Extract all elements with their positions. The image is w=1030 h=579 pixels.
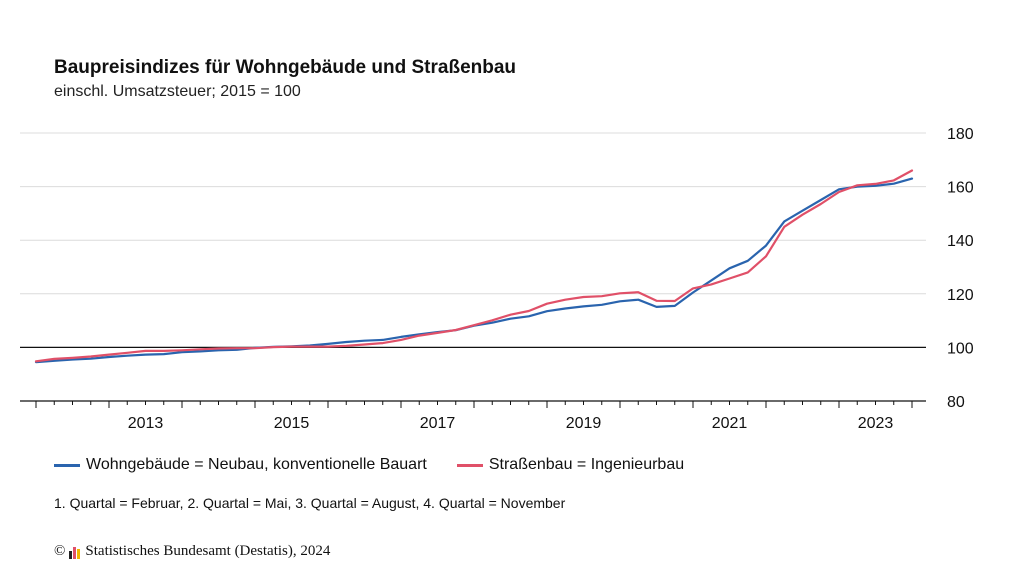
y-tick-label: 100 [947, 340, 974, 357]
legend: Wohngebäude = Neubau, konventionelle Bau… [54, 456, 684, 474]
destatis-logo-icon [69, 545, 81, 559]
series-line-strassenbau [34, 169, 914, 363]
line-chart: 80 100 120 140 160 180 2013 2015 2017 2019 2021 202… [20, 126, 974, 432]
y-tick-label: 180 [947, 126, 974, 143]
copyright: © Statistisches Bundesamt (Destatis), 20… [54, 543, 330, 560]
footnote: 1. Quartal = Februar, 2. Quartal = Mai, … [54, 495, 566, 511]
x-tick-label: 2021 [712, 415, 748, 432]
y-tick-label: 140 [947, 233, 974, 250]
y-tick-label: 80 [947, 394, 965, 411]
legend-swatch-strassenbau [456, 463, 483, 467]
chart-title: Baupreisindizes für Wohngebäude und Stra… [54, 57, 517, 78]
legend-item-strassenbau: Straßenbau = Ingenieurbau [456, 456, 685, 474]
legend-item-wohngebaeude: Wohngebäude = Neubau, konventionelle Bau… [54, 456, 427, 474]
x-tick-label: 2023 [858, 415, 894, 432]
x-tick-label: 2017 [420, 415, 456, 432]
copyright-symbol: © [54, 543, 66, 559]
x-tick-label: 2013 [128, 415, 164, 432]
legend-swatch-wohngebaeude [54, 463, 80, 467]
x-tick-label: 2015 [274, 415, 310, 432]
y-tick-label: 160 [947, 180, 974, 197]
series-line-wohngebaeude [34, 177, 914, 364]
legend-label-wohngebaeude: Wohngebäude = Neubau, konventionelle Bau… [86, 456, 427, 473]
copyright-text: Statistisches Bundesamt (Destatis), 2024 [85, 543, 331, 559]
chart-subtitle: einschl. Umsatzsteuer; 2015 = 100 [54, 83, 301, 100]
y-tick-label: 120 [947, 287, 974, 304]
x-tick-label: 2019 [566, 415, 602, 432]
legend-label-strassenbau: Straßenbau = Ingenieurbau [488, 456, 685, 473]
